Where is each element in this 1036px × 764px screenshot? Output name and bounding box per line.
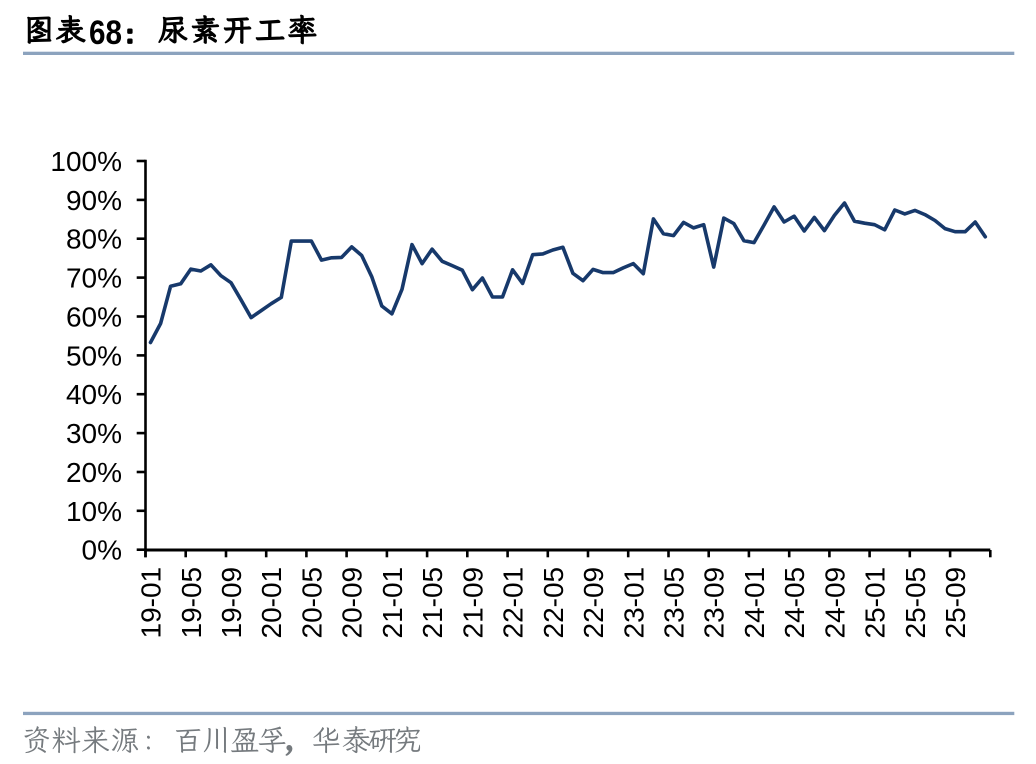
svg-text:21-09: 21-09	[457, 567, 488, 639]
svg-text:90%: 90%	[66, 185, 122, 216]
svg-text:0%: 0%	[82, 535, 122, 566]
svg-text:21-01: 21-01	[377, 567, 408, 639]
svg-text:24-09: 24-09	[819, 567, 850, 639]
svg-text:24-05: 24-05	[779, 567, 810, 639]
svg-text:20-09: 20-09	[337, 567, 368, 639]
svg-text:25-05: 25-05	[900, 567, 931, 639]
svg-text:68: 68	[89, 14, 122, 52]
svg-text:19-01: 19-01	[136, 567, 167, 639]
svg-text:23-01: 23-01	[618, 567, 649, 639]
svg-text:22-09: 22-09	[578, 567, 609, 639]
svg-text:20-01: 20-01	[256, 567, 287, 639]
svg-text:24-01: 24-01	[739, 567, 770, 639]
svg-text:60%: 60%	[66, 302, 122, 333]
svg-text:30%: 30%	[66, 418, 122, 449]
svg-text:50%: 50%	[66, 340, 122, 371]
svg-text:80%: 80%	[66, 224, 122, 255]
svg-text:23-09: 23-09	[699, 567, 730, 639]
svg-text:22-05: 22-05	[538, 567, 569, 639]
svg-text:20-05: 20-05	[296, 567, 327, 639]
svg-text:23-05: 23-05	[659, 567, 690, 639]
svg-text:20%: 20%	[66, 457, 122, 488]
svg-text:21-05: 21-05	[417, 567, 448, 639]
svg-text:100%: 100%	[50, 146, 122, 177]
svg-text:19-05: 19-05	[176, 567, 207, 639]
svg-text:70%: 70%	[66, 263, 122, 294]
svg-text:25-01: 25-01	[860, 567, 891, 639]
svg-text:10%: 10%	[66, 496, 122, 527]
svg-text:25-09: 25-09	[940, 567, 971, 639]
svg-text:22-01: 22-01	[498, 567, 529, 639]
svg-text:19-09: 19-09	[216, 567, 247, 639]
svg-text:40%: 40%	[66, 379, 122, 410]
